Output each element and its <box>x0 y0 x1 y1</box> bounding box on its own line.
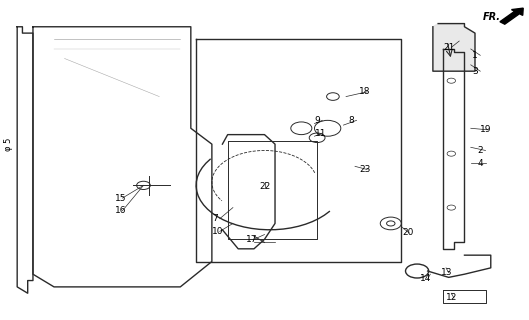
Text: 3: 3 <box>472 67 478 76</box>
Text: φ 5: φ 5 <box>4 138 13 151</box>
FancyArrow shape <box>500 8 523 24</box>
Text: 12: 12 <box>446 293 458 302</box>
Text: 16: 16 <box>114 206 126 215</box>
Text: 1: 1 <box>472 51 478 60</box>
Text: 22: 22 <box>259 182 270 191</box>
Text: 7: 7 <box>212 214 217 223</box>
Text: 2: 2 <box>478 146 484 155</box>
Polygon shape <box>433 24 475 71</box>
Text: 15: 15 <box>114 194 126 203</box>
Text: 10: 10 <box>212 227 223 236</box>
Text: 13: 13 <box>441 268 452 277</box>
Text: 4: 4 <box>478 159 484 168</box>
Text: 21: 21 <box>443 43 455 52</box>
Text: 14: 14 <box>419 275 431 284</box>
Text: 9: 9 <box>315 116 320 125</box>
Text: FR.: FR. <box>483 12 501 22</box>
Text: 19: 19 <box>480 125 492 134</box>
Text: 23: 23 <box>359 165 371 174</box>
Text: 20: 20 <box>403 228 414 237</box>
Text: 17: 17 <box>246 235 258 244</box>
Text: 11: 11 <box>315 129 326 138</box>
Text: 8: 8 <box>349 116 354 125</box>
Text: 18: 18 <box>359 87 371 96</box>
